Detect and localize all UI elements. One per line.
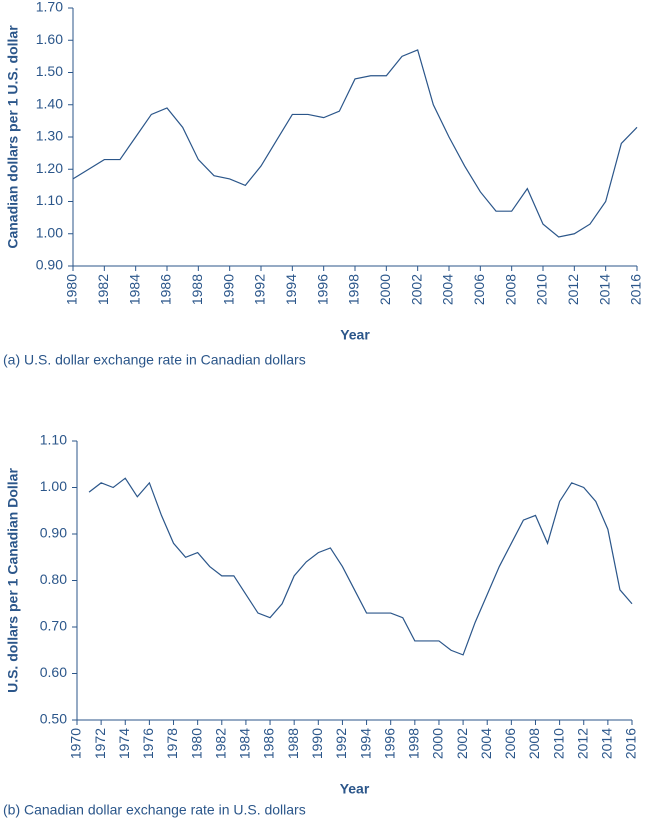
x-tick-label: 2016 — [628, 274, 644, 305]
y-tick-label: 0.80 — [40, 571, 67, 587]
x-tick-label: 1986 — [158, 274, 174, 305]
x-tick-label: 1994 — [357, 728, 373, 759]
x-tick-label: 2014 — [599, 728, 615, 759]
x-tick-label: 1990 — [309, 728, 325, 759]
x-tick-label: 1980 — [188, 728, 204, 759]
x-tick-label: 2014 — [596, 274, 612, 305]
y-tick-label: 0.90 — [40, 525, 67, 541]
caption: (a) U.S. dollar exchange rate in Canadia… — [3, 352, 306, 368]
caption: (b) Canadian dollar exchange rate in U.S… — [3, 802, 306, 818]
x-tick-label: 1984 — [237, 728, 253, 759]
x-tick-label: 1986 — [261, 728, 277, 759]
y-tick-label: 1.10 — [36, 192, 63, 208]
data-line — [72, 49, 638, 238]
x-tick-label: 1998 — [406, 728, 422, 759]
y-tick-label: 0.70 — [40, 618, 67, 634]
y-axis-label: Canadian dollars per 1 U.S. dollar — [5, 25, 21, 249]
x-tick-label: 2010 — [550, 728, 566, 759]
y-axis-label: U.S. dollars per 1 Canadian Dollar — [5, 468, 21, 693]
x-tick-label: 2002 — [408, 274, 424, 305]
y-tick-label: 1.20 — [36, 160, 63, 176]
y-tick-label: 1.60 — [36, 31, 63, 47]
x-axis-label: Year — [340, 327, 370, 343]
y-tick-label: 1.50 — [36, 63, 63, 79]
y-tick-label: 0.60 — [40, 664, 67, 680]
x-tick-label: 1982 — [212, 728, 228, 759]
x-tick-label: 2000 — [377, 274, 393, 305]
x-tick-label: 1994 — [283, 274, 299, 305]
x-tick-label: 2004 — [478, 728, 494, 759]
x-tick-label: 1992 — [333, 728, 349, 759]
x-tick-label: 1998 — [346, 274, 362, 305]
x-tick-label: 2006 — [502, 728, 518, 759]
x-tick-label: 2002 — [454, 728, 470, 759]
x-tick-label: 2012 — [574, 728, 590, 759]
x-tick-label: 2008 — [526, 728, 542, 759]
x-tick-label: 2000 — [430, 728, 446, 759]
x-tick-label: 1972 — [92, 728, 108, 759]
x-tick-label: 1980 — [64, 274, 80, 305]
x-tick-label: 1988 — [285, 728, 301, 759]
y-tick-label: 0.90 — [36, 257, 63, 273]
x-tick-label: 1984 — [126, 274, 142, 305]
y-tick-label: 1.40 — [36, 95, 63, 111]
x-tick-label: 2016 — [623, 728, 639, 759]
x-tick-label: 1996 — [381, 728, 397, 759]
x-axis-label: Year — [340, 781, 370, 797]
x-tick-label: 1990 — [220, 274, 236, 305]
x-tick-label: 2006 — [471, 274, 487, 305]
x-tick-label: 2004 — [440, 274, 456, 305]
data-line — [88, 477, 633, 656]
x-tick-label: 1978 — [164, 728, 180, 759]
x-tick-label: 1974 — [116, 728, 132, 759]
y-tick-label: 1.00 — [36, 224, 63, 240]
y-tick-label: 1.00 — [40, 478, 67, 494]
x-tick-label: 1982 — [95, 274, 111, 305]
x-tick-label: 1996 — [314, 274, 330, 305]
x-tick-label: 1976 — [140, 728, 156, 759]
y-tick-label: 1.70 — [36, 0, 63, 15]
x-tick-label: 2012 — [565, 274, 581, 305]
x-tick-label: 1988 — [189, 274, 205, 305]
x-tick-label: 1992 — [252, 274, 268, 305]
y-tick-label: 1.30 — [36, 128, 63, 144]
y-tick-label: 1.10 — [40, 432, 67, 448]
y-tick-label: 0.50 — [40, 711, 67, 727]
x-tick-label: 2010 — [534, 274, 550, 305]
x-tick-label: 1970 — [68, 728, 84, 759]
x-tick-label: 2008 — [502, 274, 518, 305]
